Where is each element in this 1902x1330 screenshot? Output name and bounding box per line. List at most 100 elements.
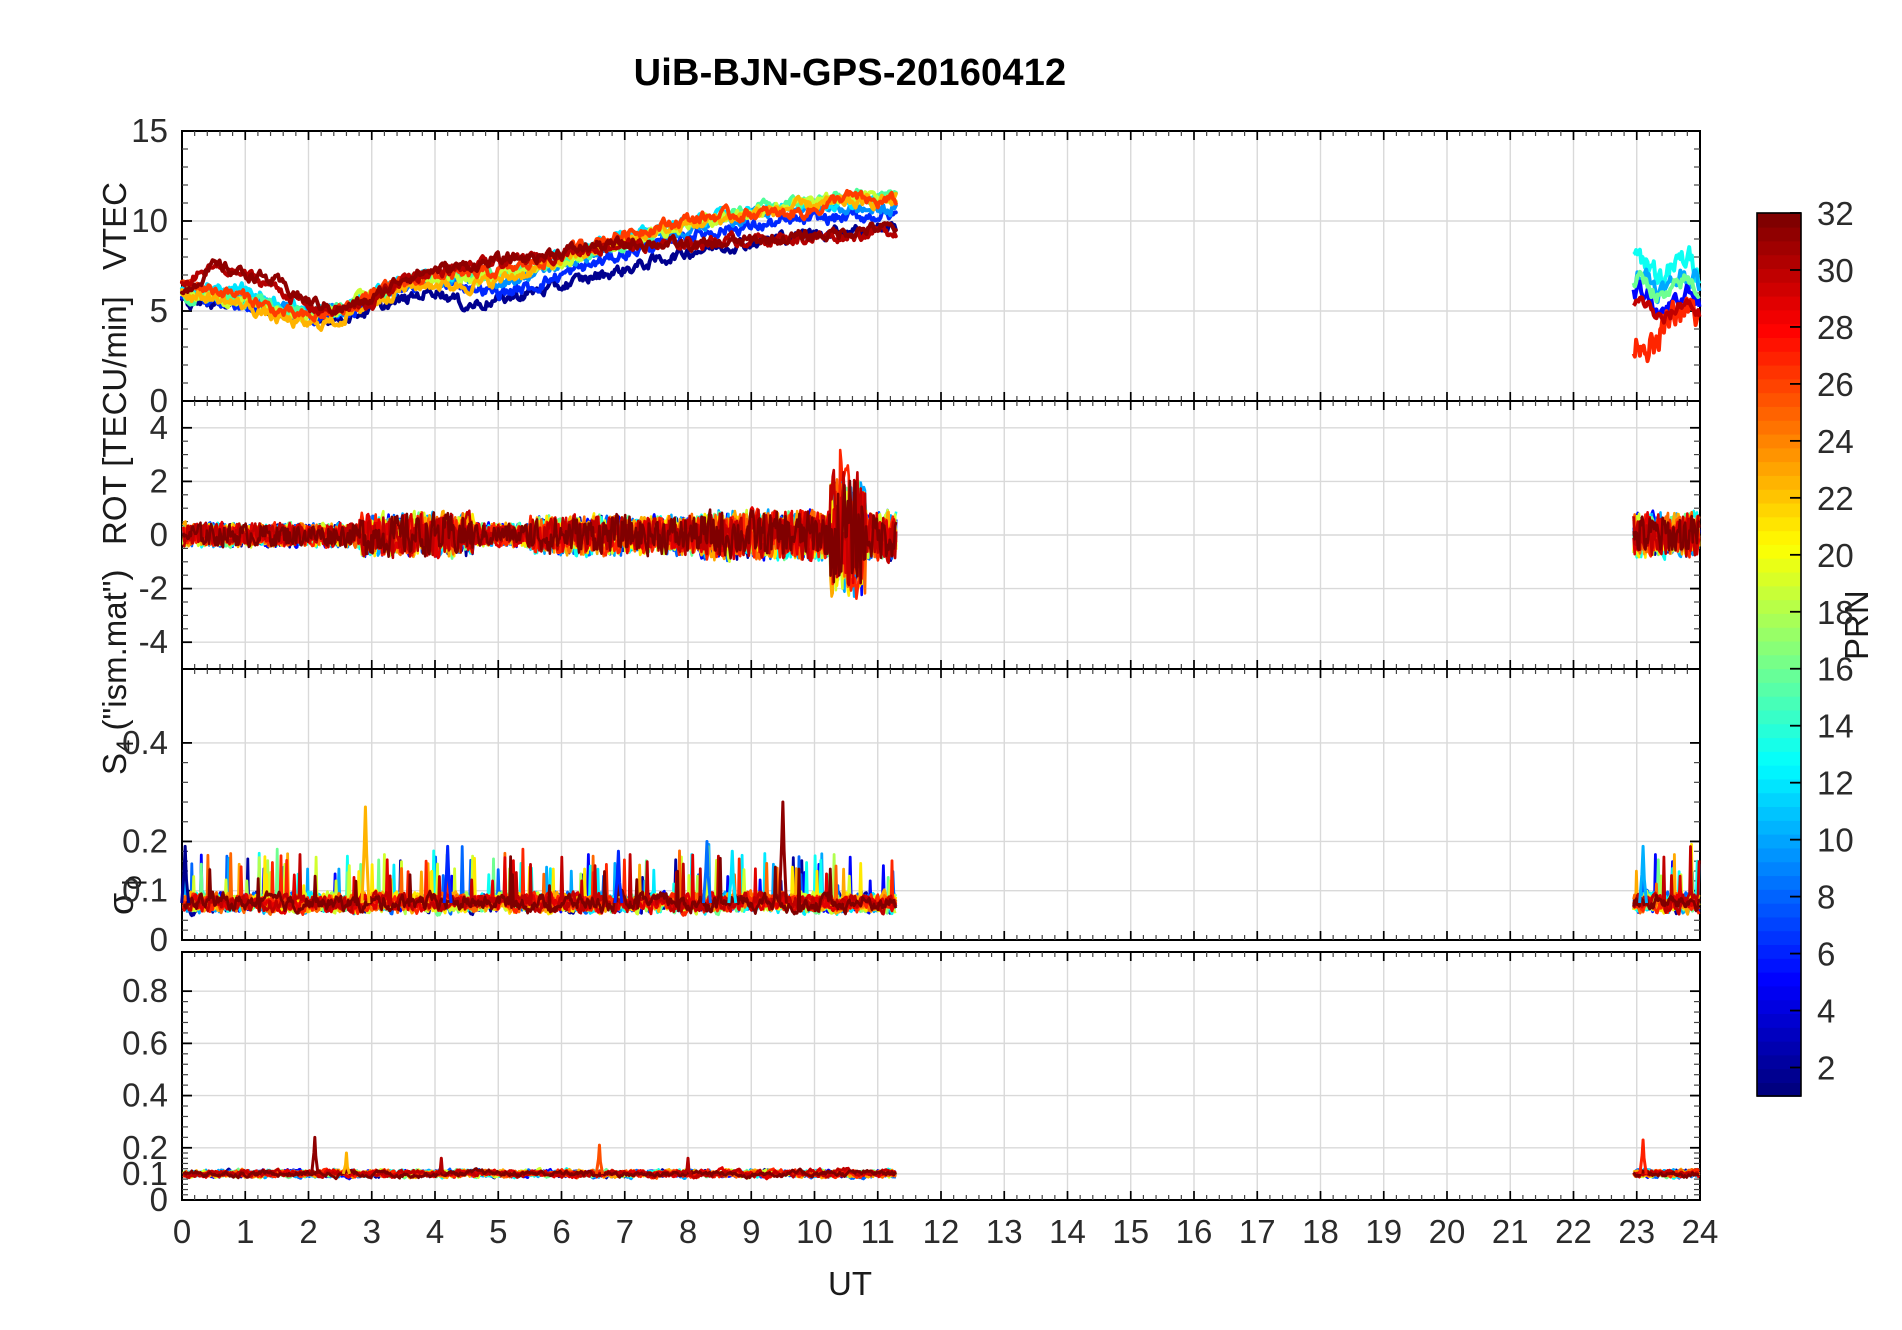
- colorbar-swatch: [1757, 654, 1801, 670]
- colorbar-swatch: [1757, 530, 1801, 545]
- colorbar-swatch: [1757, 461, 1801, 476]
- colorbar-swatch: [1757, 585, 1801, 601]
- colorbar-tick-label: 8: [1817, 879, 1835, 916]
- vtec-trace-night-prn-5: [1631, 279, 1702, 318]
- colorbar-swatch: [1757, 502, 1801, 518]
- y-tick-label: 15: [131, 112, 168, 149]
- colorbar-swatch: [1757, 668, 1801, 683]
- y-tick-label: 0.6: [122, 1024, 168, 1061]
- vtec-trace-night-prn-13: [1632, 245, 1702, 288]
- x-tick-label: 3: [363, 1213, 381, 1250]
- s4-peak: [727, 849, 738, 904]
- colorbar-tick-label: 20: [1817, 537, 1854, 574]
- colorbar-swatch: [1757, 1027, 1801, 1042]
- y-tick-label: 4: [150, 409, 168, 446]
- colorbar-swatch: [1757, 378, 1801, 394]
- colorbar-swatch: [1757, 861, 1801, 877]
- x-tick-label: 7: [616, 1213, 634, 1250]
- colorbar-swatch: [1757, 571, 1801, 587]
- colorbar-swatch: [1757, 268, 1801, 283]
- colorbar-swatch: [1757, 240, 1801, 256]
- colorbar-swatch: [1757, 806, 1801, 821]
- colorbar-tick-label: 32: [1817, 195, 1854, 232]
- y-tick-label: 2: [150, 462, 168, 499]
- x-tick-label: 1: [236, 1213, 254, 1250]
- x-tick-label: 17: [1239, 1213, 1276, 1250]
- colorbar-tick-label: 24: [1817, 423, 1854, 460]
- rot-trace-prn-32: [182, 479, 898, 585]
- colorbar-tick-label: 18: [1817, 594, 1854, 631]
- rot-series-group: [182, 448, 1701, 601]
- colorbar-swatch: [1757, 447, 1801, 463]
- sigmaphi-peak: [436, 1156, 446, 1175]
- colorbar-swatch: [1757, 792, 1801, 808]
- colorbar-swatch: [1757, 433, 1801, 449]
- sigmaphi-series-group: [182, 1135, 1701, 1181]
- colorbar-swatch: [1757, 544, 1801, 559]
- sigmaphi-peak: [1638, 1138, 1648, 1175]
- panel-sigmaphi: 00.10.2 0.4 0.6 0.8: [122, 951, 1701, 1218]
- colorbar-swatch: [1757, 1013, 1801, 1028]
- colorbar-tick-label: 12: [1817, 765, 1854, 802]
- colorbar-swatch: [1757, 295, 1801, 311]
- x-tick-label: 24: [1682, 1213, 1719, 1250]
- colorbar-swatch: [1757, 764, 1801, 780]
- y-tick-label: 0.4: [122, 724, 168, 761]
- sigmaphi-peak: [341, 1151, 352, 1175]
- y-tick-label: 10: [131, 202, 168, 239]
- x-tick-label: 19: [1365, 1213, 1402, 1250]
- colorbar-swatch: [1757, 557, 1801, 573]
- colorbar-swatch: [1757, 944, 1801, 959]
- colorbar-swatch: [1757, 875, 1801, 890]
- colorbar-tick-label: 14: [1817, 708, 1854, 745]
- x-tick-label: 14: [1049, 1213, 1086, 1250]
- x-tick-label: 9: [742, 1213, 760, 1250]
- colorbar-swatch: [1757, 902, 1801, 918]
- colorbar-swatch: [1757, 958, 1801, 973]
- y-tick-label: 0: [150, 516, 168, 553]
- x-tick-label: 0: [173, 1213, 191, 1250]
- colorbar-swatch: [1757, 309, 1801, 325]
- s4-trace-prn-32: [1632, 893, 1701, 912]
- figure-title: UiB-BJN-GPS-20160412: [633, 52, 1067, 94]
- colorbar-tick-label: 22: [1817, 480, 1854, 517]
- s4-peak: [1638, 844, 1649, 904]
- s4-peak: [180, 844, 191, 904]
- y-tick-label: -4: [139, 623, 168, 660]
- colorbar-swatch: [1757, 778, 1801, 794]
- y-tick-label: 0: [150, 921, 168, 958]
- colorbar-swatch: [1757, 1068, 1801, 1084]
- vtec-trace-prn-27: [180, 188, 898, 323]
- colorbar-swatch: [1757, 1054, 1801, 1070]
- x-tick-labels: 0 1 2 3 4 5 6 7 8 9 10 11 12 13 14 15 16 17 18 19 20 21 22 23 24: [173, 1213, 1719, 1250]
- sigmaphi-peak: [594, 1143, 605, 1175]
- colorbar-swatch: [1757, 985, 1801, 1001]
- colorbar-swatch: [1757, 213, 1801, 228]
- colorbar-swatch: [1757, 364, 1801, 380]
- colorbar-swatch: [1757, 599, 1801, 614]
- colorbar-swatch: [1757, 1040, 1801, 1056]
- colorbar-tick-label: 26: [1817, 366, 1854, 403]
- colorbar-swatch: [1757, 1082, 1801, 1097]
- colorbar-swatch: [1757, 406, 1801, 421]
- y-tick-label: 0.8: [122, 972, 168, 1009]
- vtec-trace-prn-32: [180, 221, 898, 316]
- vtec-trace-night-prn-30: [1632, 295, 1702, 325]
- colorbar-tick-label: 16: [1817, 651, 1854, 688]
- sigmaphi-trace-prn-32: [182, 1167, 898, 1181]
- y-tick-label: 0: [150, 1181, 168, 1218]
- colorbar-swatch: [1757, 737, 1801, 752]
- colorbar-tick-label: 30: [1817, 252, 1854, 289]
- s4-peak: [360, 805, 371, 904]
- x-tick-label: 4: [426, 1213, 444, 1250]
- colorbar-swatch: [1757, 971, 1801, 987]
- s4-peak: [777, 800, 788, 904]
- x-tick-label: 20: [1429, 1213, 1466, 1250]
- colorbar-swatch: [1757, 682, 1801, 697]
- x-tick-label: 5: [489, 1213, 507, 1250]
- x-tick-label: 2: [299, 1213, 317, 1250]
- colorbar-swatch: [1757, 640, 1801, 656]
- colorbar-swatch: [1757, 999, 1801, 1015]
